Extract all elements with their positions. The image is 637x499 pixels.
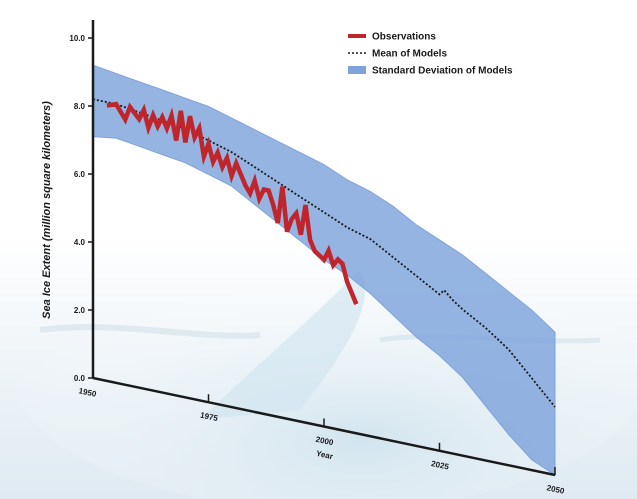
- legend-label: Mean of Models: [372, 49, 447, 60]
- legend-label: Observations: [372, 32, 436, 43]
- legend-std-swatch: [348, 66, 366, 74]
- legend: Observations Mean of Models Standard Devia…: [348, 32, 513, 77]
- x-tick-label: 1950: [78, 386, 98, 399]
- observations-line: [106, 101, 359, 305]
- x-tick-label: 1975: [199, 411, 219, 424]
- axes: 0.0 2.0 4.0 6.0 8.0 10.0 Sea Ice Extent (milli…: [41, 20, 566, 496]
- y-tick-label: 0.0: [74, 374, 86, 383]
- y-tick-label: 2.0: [74, 306, 86, 315]
- y-tick-label: 4.0: [74, 238, 86, 247]
- y-axis-label: Sea Ice Extent (million square kilometer…: [41, 101, 53, 319]
- y-tick-label: 8.0: [74, 102, 86, 111]
- x-axis-label: Year: [315, 449, 333, 461]
- y-tick-label: 6.0: [74, 170, 86, 179]
- legend-label: Standard Deviation of Models: [372, 66, 513, 77]
- x-tick-label: 2025: [430, 459, 450, 472]
- x-tick-label: 2050: [546, 483, 566, 496]
- y-tick-label: 10.0: [69, 34, 85, 43]
- x-tick-label: 2000: [315, 435, 335, 448]
